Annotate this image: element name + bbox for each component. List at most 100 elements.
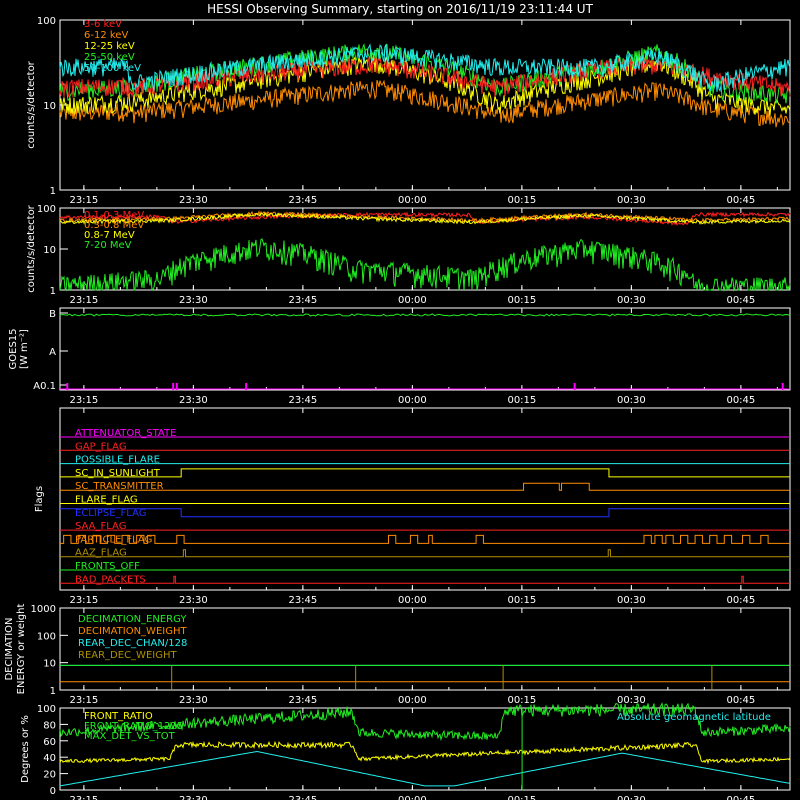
x-tick-label: 23:45 [288, 695, 317, 706]
x-tick-label: 00:45 [726, 595, 755, 606]
x-tick-label: 23:45 [288, 595, 317, 606]
y-axis-label: GOES15 [8, 328, 19, 369]
y-tick-label: A0.1 [33, 381, 56, 392]
x-tick-label: 23:15 [69, 695, 98, 706]
x-tick-label: 23:30 [179, 395, 208, 406]
x-tick-label: 00:00 [398, 795, 427, 800]
flag-label: BAD_PACKETS [75, 574, 146, 585]
y-axis-unit: ENERGY or weight [16, 604, 27, 695]
x-tick-label: 23:15 [69, 795, 98, 800]
flag-label: SC_IN_SUNLIGHT [75, 468, 161, 479]
flag-label: FLARE_FLAG [75, 495, 138, 506]
panel-frame [59, 707, 791, 791]
y-tick-label: 100 [37, 631, 56, 642]
y-tick-label: 100 [37, 704, 56, 715]
y-tick-label: 1000 [31, 604, 56, 615]
y-tick-label: B [49, 309, 56, 320]
y-tick-label: 80 [43, 720, 56, 731]
y-tick-label: 40 [43, 753, 56, 764]
legend-entry: DECIMATION_WEIGHT [78, 626, 187, 637]
y-axis-label: Flags [34, 486, 45, 512]
panel-highE: 23:15 23:30 23:45 00:00 00:15 00:30 00:45 1 10 10… [26, 204, 791, 306]
flag-label: SAA_FLAG [75, 521, 126, 532]
series-line-1 [59, 79, 791, 128]
series-line-2 [59, 55, 791, 116]
front-ratio-line [59, 702, 791, 742]
flag-trace [60, 468, 790, 478]
x-tick-label: 00:15 [507, 195, 536, 206]
panel-frame [59, 407, 791, 591]
legend-entry: 3-6 keV [84, 19, 122, 30]
x-tick-label: 23:30 [179, 195, 208, 206]
x-tick-label: 23:30 [179, 695, 208, 706]
legend-entry: 12-25 keV [84, 41, 135, 52]
x-tick-label: 00:00 [398, 695, 427, 706]
x-tick-label: 00:15 [507, 395, 536, 406]
x-tick-label: 00:45 [726, 795, 755, 800]
flag-trace [60, 575, 790, 584]
y-tick-label: A [49, 347, 56, 358]
y-tick-label: 100 [37, 204, 56, 215]
flag-label: GAP_FLAG [75, 441, 127, 452]
x-tick-label: 23:15 [69, 595, 98, 606]
flag-label: SC_TRANSMITTER [75, 481, 164, 492]
legend-entry: 0.8-7 MeV [84, 230, 135, 241]
x-tick-label: 00:30 [617, 595, 646, 606]
x-tick-label: 23:15 [69, 295, 98, 306]
series-line-4 [59, 43, 791, 93]
front-ratio-1225-line [59, 740, 791, 765]
flag-label: POSSIBLE_FLARE [75, 455, 160, 466]
x-tick-label: 23:45 [288, 195, 317, 206]
x-tick-label: 00:45 [726, 195, 755, 206]
y-axis-label: counts/s/detector [26, 204, 37, 292]
x-tick-label: 00:45 [726, 695, 755, 706]
x-tick-label: 00:15 [507, 795, 536, 800]
legend-entry: 6-12 keV [84, 30, 128, 41]
y-axis-label: counts/s/detector [26, 60, 37, 148]
flag-label: ECLIPSE_FLAG [75, 508, 146, 519]
y-tick-label: 10 [43, 101, 56, 112]
flag-label: ATTENUATOR_STATE [75, 428, 176, 439]
x-tick-label: 00:30 [617, 195, 646, 206]
y-tick-label: 100 [37, 16, 56, 27]
legend-entry: DECIMATION_ENERGY [78, 614, 187, 625]
legend-entry: REAR_DEC_CHAN/128 [78, 638, 187, 649]
panel-frame [59, 607, 791, 691]
legend-entry: FRONT_RATIO_1225 [84, 721, 183, 732]
legend-entry: 7-20 MeV [84, 240, 132, 251]
flag-trace [60, 549, 790, 558]
flag-label: FRONTS_OFF [75, 561, 140, 572]
y-tick-label: 1 [50, 186, 56, 197]
x-tick-label: 00:30 [617, 395, 646, 406]
x-tick-label: 23:45 [288, 795, 317, 800]
legend-entry: REAR_DEC_WEIGHT [78, 650, 177, 661]
right-axis-label: Absolute geomagnetic latitude [617, 712, 771, 723]
x-tick-label: 00:00 [398, 595, 427, 606]
panel-goes: 23:15 23:30 23:45 00:00 00:15 00:30 00:45 A0.1 A… [8, 307, 791, 406]
y-tick-label: 10 [43, 659, 56, 670]
x-tick-label: 00:45 [726, 395, 755, 406]
y-tick-label: 20 [43, 770, 56, 781]
x-tick-label: 23:45 [288, 295, 317, 306]
x-tick-label: 23:45 [288, 395, 317, 406]
y-tick-label: 60 [43, 737, 56, 748]
legend-entry: 0.3-0.8 MeV [84, 220, 144, 231]
panel-ratio: 23:15 23:30 23:45 00:00 00:15 00:30 00:45 0 20 40… [20, 702, 791, 800]
goes-long-line [59, 313, 791, 317]
y-tick-label: 0 [50, 786, 56, 797]
x-tick-label: 23:15 [69, 395, 98, 406]
series-line-3 [59, 238, 791, 292]
x-tick-label: 23:15 [69, 195, 98, 206]
panel-frame [59, 307, 791, 391]
panel-lowE: 23:15 23:30 23:45 00:00 00:15 00:30 00:45 1 10 10… [26, 16, 791, 206]
x-tick-label: 23:30 [179, 595, 208, 606]
chart-title: HESSI Observing Summary, starting on 201… [207, 2, 593, 16]
y-axis-label: Degrees or % [20, 715, 31, 783]
y-axis-label: DECIMATION [4, 617, 15, 680]
series-line-2 [59, 212, 791, 225]
flag-trace [60, 482, 790, 491]
flag-label: PARTICLE_FLAG [75, 534, 152, 545]
legend-entry: 25-50 keV [84, 52, 135, 63]
x-tick-label: 23:30 [179, 295, 208, 306]
